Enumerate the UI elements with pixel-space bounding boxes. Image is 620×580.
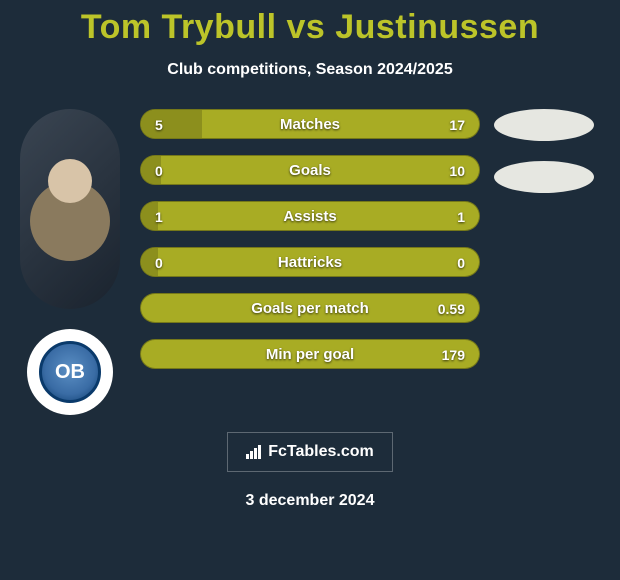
- brand-text: FcTables.com: [268, 443, 374, 461]
- stat-bar: Goals per match0.59: [140, 293, 480, 323]
- brand-badge: FcTables.com: [227, 432, 393, 472]
- stat-bar-value-right: 1: [457, 202, 465, 232]
- stat-bar: Goals0 10: [140, 155, 480, 185]
- stat-bar-label: Matches: [141, 110, 479, 140]
- stat-bar-value-right: 0: [457, 248, 465, 278]
- stat-bar-value-left: 0: [155, 248, 163, 278]
- date-text: 3 december 2024: [0, 492, 620, 510]
- club-logo: OB: [27, 329, 113, 415]
- stat-bar-label: Min per goal: [141, 340, 479, 370]
- side-ovals: [494, 109, 604, 213]
- stat-bar-value-left: 1: [155, 202, 163, 232]
- page-title: Tom Trybull vs Justinussen: [0, 0, 620, 47]
- stat-bar-value-right: 0.59: [438, 294, 465, 324]
- avatar-column: OB: [20, 109, 120, 415]
- stat-bar-value-left: 5: [155, 110, 163, 140]
- stat-bar-value-left: 0: [155, 156, 163, 186]
- stat-bar: Hattricks0 0: [140, 247, 480, 277]
- stat-bar-label: Goals per match: [141, 294, 479, 324]
- footer: FcTables.com 3 december 2024: [0, 432, 620, 510]
- club-logo-text: OB: [39, 341, 101, 403]
- chart-icon: [246, 445, 262, 459]
- stat-bar: Matches5 17: [140, 109, 480, 139]
- stat-bar-label: Hattricks: [141, 248, 479, 278]
- stat-bar-value-right: 179: [442, 340, 465, 370]
- stat-bar-value-right: 17: [449, 110, 465, 140]
- page-subtitle: Club competitions, Season 2024/2025: [0, 61, 620, 79]
- stat-bar-label: Assists: [141, 202, 479, 232]
- stat-bar-value-right: 10: [449, 156, 465, 186]
- stat-bar-label: Goals: [141, 156, 479, 186]
- stat-bar: Assists1 1: [140, 201, 480, 231]
- side-oval: [494, 161, 594, 193]
- side-oval: [494, 109, 594, 141]
- stats-bars: Matches517Goals010Assists11Hattricks00Go…: [140, 109, 480, 385]
- player-avatar: [20, 109, 120, 309]
- stat-bar: Min per goal179: [140, 339, 480, 369]
